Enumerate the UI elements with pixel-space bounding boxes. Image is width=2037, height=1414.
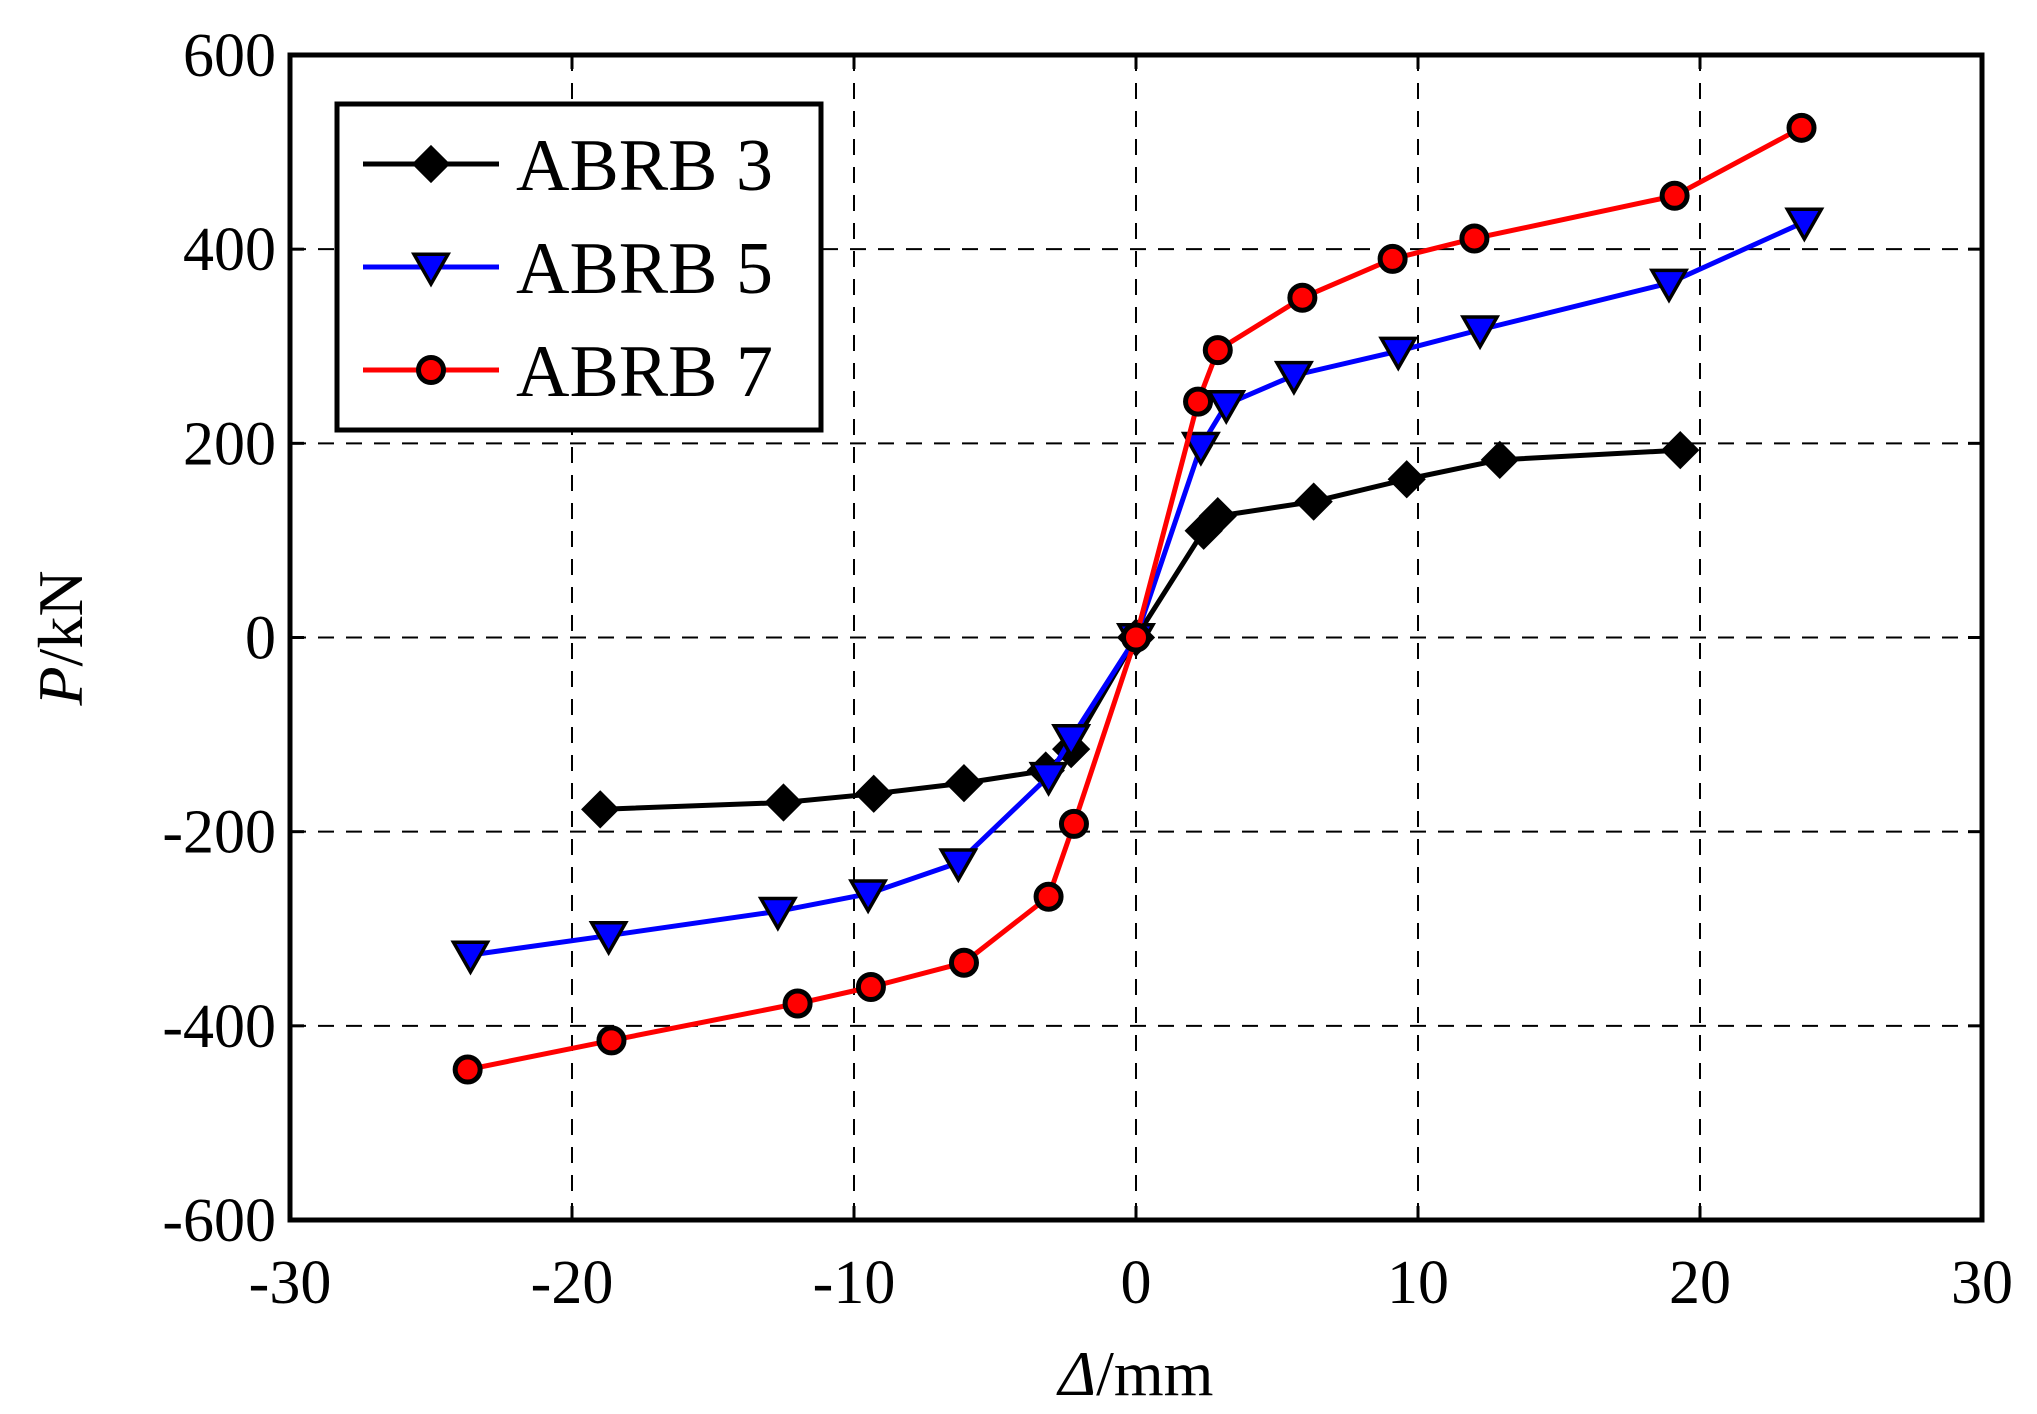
data-point [1784,207,1825,243]
data-point [581,790,620,829]
data-point [1661,431,1700,470]
y-tick-label: 200 [183,410,276,478]
y-tick-label: 600 [183,22,276,90]
data-point [1121,622,1151,653]
data-point [944,764,984,803]
data-point [1377,243,1408,274]
data-point [938,848,979,884]
data-point [1378,336,1419,372]
data-point [452,1054,483,1085]
y-axis-symbol: P [25,666,96,706]
legend-marker [416,355,446,385]
legend-marker [410,252,452,288]
tick-labels: -30 -20 -10 0 10 20 30 -600 -400 -200 0 200 400 600 [162,22,2013,1317]
x-tick-label: 20 [1669,1249,1731,1317]
y-tick-label: 0 [245,605,276,673]
data-point [757,896,798,932]
legend-label: ABRB 3 [516,125,773,207]
data-point [1786,112,1817,143]
data-point [1294,482,1333,521]
data-point [855,972,886,1002]
x-tick-label: 30 [1951,1249,2013,1317]
y-tick-label: 400 [183,216,276,284]
data-point [1051,723,1092,759]
data-point [1028,761,1069,797]
x-tick-label: -20 [531,1249,614,1317]
legend-item: ABRB 5 [363,228,773,310]
x-axis-label: Δ/mm [1056,1338,1214,1409]
data-point [1287,282,1318,313]
data-point [1459,223,1490,254]
data-point [1648,268,1689,304]
data-point [854,774,893,813]
y-tick-label: -400 [162,993,276,1061]
data-point [588,921,629,957]
y-axis-label: P/kN [25,570,96,706]
series-abrb-7 [452,112,1817,1085]
data-point [1202,335,1233,366]
x-tick-label: -10 [813,1249,896,1317]
data-point [596,1025,627,1056]
data-point [1387,460,1426,499]
data-point [1206,390,1247,426]
y-tick-label: -600 [162,1187,276,1255]
data-point [782,988,813,1019]
legend-label: ABRB 7 [516,331,773,413]
data-point [1480,440,1519,479]
data-point [1460,315,1501,351]
data-point [1273,360,1314,396]
data-point [1180,431,1221,467]
data-point [450,940,491,976]
data-point [848,879,889,915]
legend-item: ABRB 3 [363,125,773,207]
x-tick-label: 10 [1387,1249,1449,1317]
legend-item: ABRB 7 [363,331,773,413]
data-point [764,783,803,822]
legend: ABRB 3 ABRB 5 ABRB 7 [334,101,824,433]
x-axis-symbol: Δ [1056,1338,1097,1409]
series-layer [450,112,1825,1085]
legend-label: ABRB 5 [516,228,773,310]
data-point [1058,808,1089,839]
y-tick-label: -200 [162,799,276,867]
data-point [1183,386,1214,417]
x-tick-label: 0 [1121,1249,1152,1317]
legend-marker [411,144,451,184]
x-axis-unit: /mm [1096,1338,1213,1409]
data-point [1198,497,1237,536]
data-point [1659,180,1690,211]
data-point [948,947,979,978]
data-point [1033,881,1064,912]
y-axis-unit: /kN [25,570,96,666]
x-tick-label: -30 [249,1249,332,1317]
